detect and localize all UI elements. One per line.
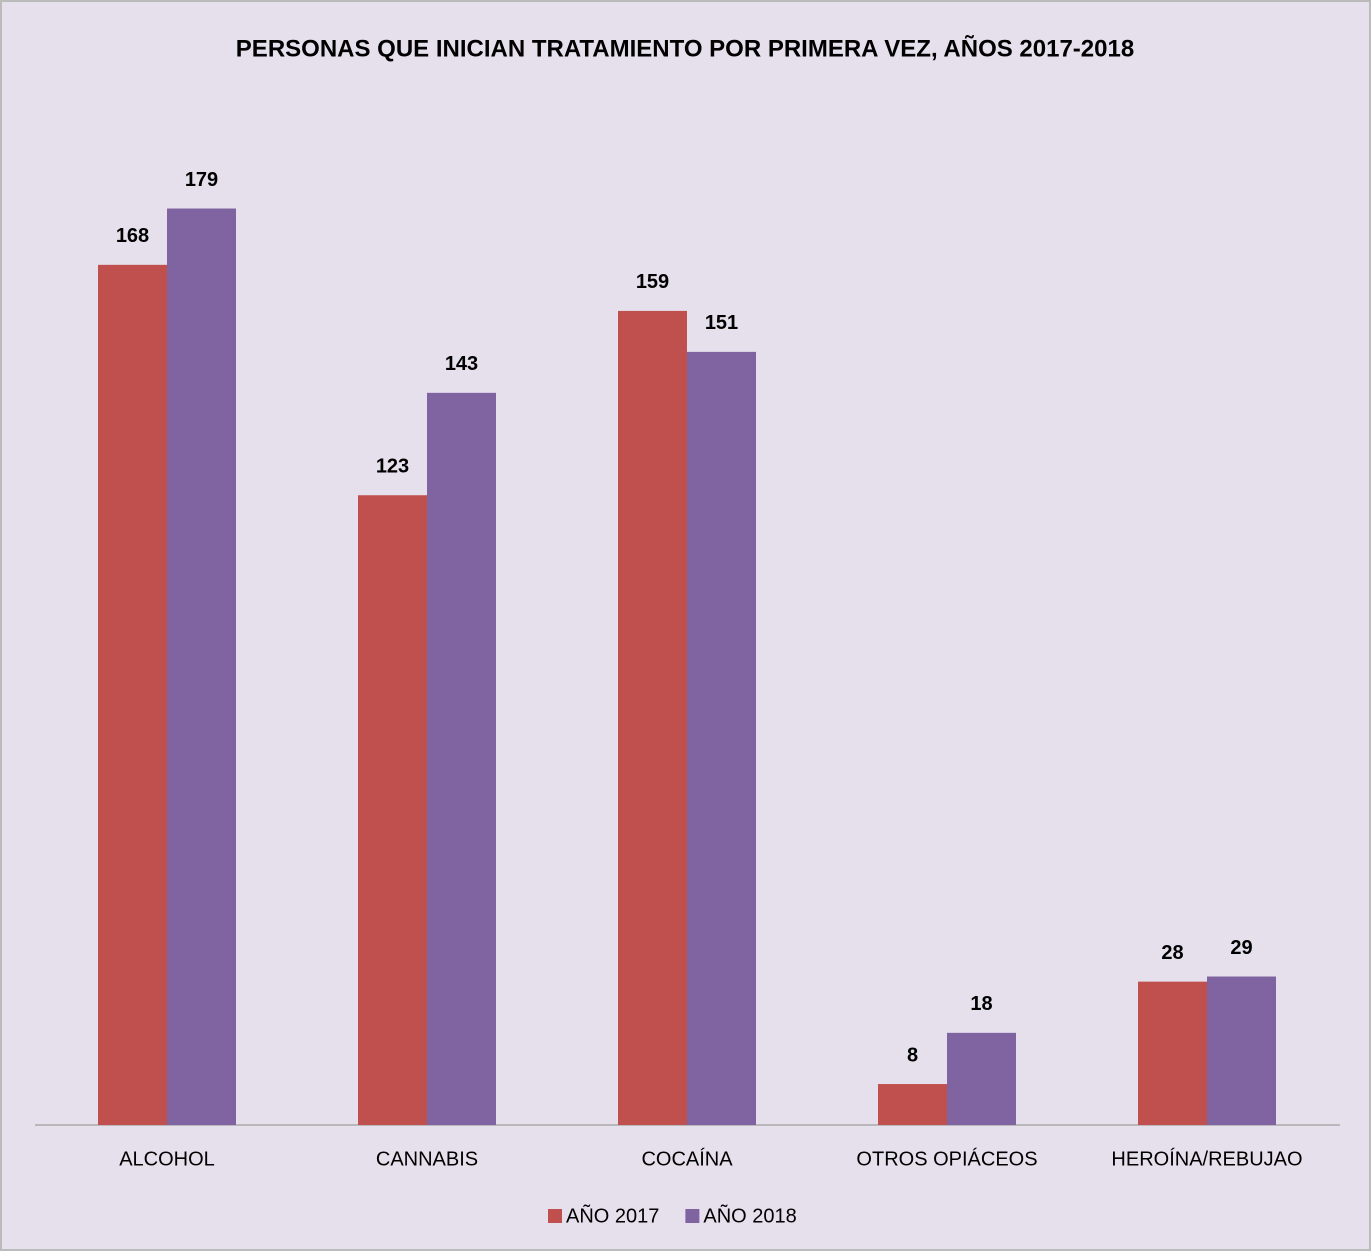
data-label: 168 bbox=[116, 225, 149, 247]
data-label: 29 bbox=[1230, 937, 1252, 959]
data-label: 151 bbox=[705, 312, 738, 334]
data-label: 28 bbox=[1161, 942, 1183, 964]
chart-title: PERSONAS QUE INICIAN TRATAMIENTO POR PRI… bbox=[236, 34, 1134, 62]
data-label: 8 bbox=[907, 1044, 918, 1066]
bar bbox=[687, 351, 756, 1125]
legend-label: AÑO 2018 bbox=[703, 1203, 796, 1227]
bar bbox=[618, 310, 687, 1125]
data-label: 179 bbox=[185, 169, 218, 191]
legend-swatch bbox=[548, 1209, 562, 1223]
x-tick-label: OTROS OPIÁCEOS bbox=[856, 1147, 1037, 1170]
bar bbox=[98, 264, 167, 1126]
x-tick-label: HEROÍNA/REBUJAO bbox=[1111, 1147, 1302, 1170]
bar bbox=[878, 1084, 947, 1125]
bar bbox=[1207, 976, 1276, 1125]
data-label: 18 bbox=[970, 993, 992, 1015]
bar bbox=[427, 392, 496, 1126]
bar bbox=[1138, 981, 1207, 1125]
legend-swatch bbox=[685, 1209, 700, 1223]
x-tick-label: CANNABIS bbox=[376, 1148, 478, 1170]
bar bbox=[947, 1032, 1016, 1125]
data-label: 159 bbox=[636, 271, 669, 293]
x-tick-label: ALCOHOL bbox=[119, 1148, 215, 1170]
bar bbox=[358, 495, 427, 1125]
data-label: 123 bbox=[376, 456, 409, 478]
legend-label: AÑO 2017 bbox=[566, 1203, 659, 1227]
data-label: 143 bbox=[445, 353, 478, 375]
x-tick-label: COCAÍNA bbox=[641, 1147, 733, 1170]
bar bbox=[167, 208, 236, 1125]
